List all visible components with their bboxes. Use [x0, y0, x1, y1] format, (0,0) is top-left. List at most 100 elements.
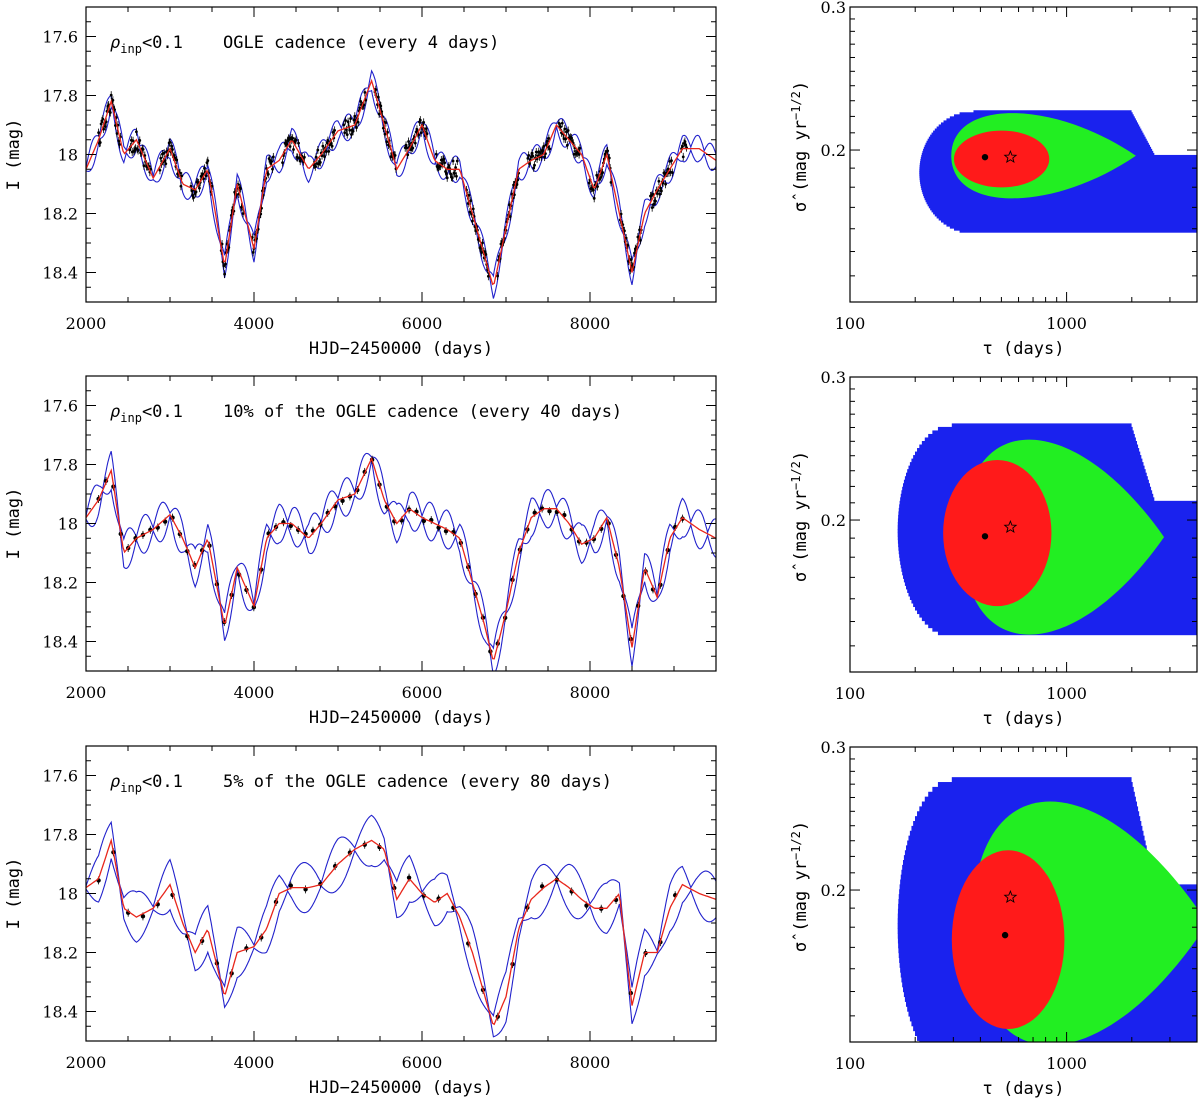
data-point — [455, 159, 459, 163]
y-axis-label: I (mag) — [4, 858, 24, 930]
x-tick-label: 2000 — [66, 314, 107, 333]
plot-frame — [849, 6, 1198, 303]
data-point — [484, 253, 488, 256]
outer-confidence-region — [922, 191, 1197, 195]
y-tick-label: 17.6 — [42, 397, 78, 416]
y-tick-label: 17.6 — [42, 28, 78, 47]
data-point — [180, 174, 184, 178]
x-tick-label: 100 — [835, 314, 866, 333]
x-tick-label: 2000 — [66, 683, 107, 702]
data-point — [141, 147, 145, 151]
data-point — [681, 144, 684, 148]
y-tick-label: 0.2 — [821, 881, 846, 900]
x-tick-label: 100 — [835, 684, 866, 703]
x-axis-label: τ (days) — [983, 339, 1065, 359]
data-point — [350, 133, 353, 136]
data-point — [591, 536, 597, 542]
outer-confidence-region — [934, 213, 1197, 217]
data-point — [467, 193, 471, 197]
data-point — [455, 174, 458, 178]
data-point — [142, 164, 146, 168]
x-axis-label: HJD−2450000 (days) — [309, 339, 493, 359]
data-point — [609, 180, 613, 184]
data-point — [321, 144, 325, 148]
data-point — [670, 159, 673, 163]
y-tick-label: 0.2 — [821, 511, 846, 530]
data-point — [681, 155, 685, 159]
outer-confidence-region — [937, 782, 1133, 788]
data-point — [223, 272, 227, 276]
data-point — [584, 903, 589, 908]
data-point — [204, 174, 208, 178]
data-point — [108, 111, 112, 114]
outer-confidence-region — [949, 226, 1197, 229]
data-point — [406, 875, 412, 880]
data-point — [417, 133, 421, 137]
data-point — [468, 210, 472, 214]
data-point — [654, 199, 657, 203]
data-point — [592, 196, 596, 200]
plot-area — [86, 451, 716, 671]
outer-confidence-region — [932, 786, 1134, 793]
data-point — [97, 131, 100, 135]
data-point — [194, 190, 198, 194]
x-axis-label: τ (days) — [983, 1079, 1065, 1098]
panel-title: OGLE cadence (every 4 days) — [223, 33, 499, 53]
data-point — [531, 154, 535, 158]
data-point — [383, 132, 387, 136]
data-point — [393, 153, 397, 157]
model-line — [86, 78, 716, 286]
data-point — [664, 182, 667, 186]
data-point — [270, 160, 274, 163]
data-point — [374, 88, 378, 92]
data-point — [606, 149, 610, 153]
x-tick-label: 4000 — [234, 1053, 275, 1072]
data-point — [318, 160, 322, 164]
data-point — [565, 143, 569, 147]
data-point — [548, 147, 552, 151]
y-axis-label: I (mag) — [4, 488, 24, 560]
data-point — [340, 498, 345, 504]
data-point — [450, 176, 454, 180]
data-point — [496, 274, 499, 278]
data-point — [512, 183, 515, 187]
outer-confidence-region — [946, 223, 1197, 227]
x-tick-label: 8000 — [570, 314, 611, 333]
data-point — [376, 95, 380, 99]
plot-frame — [849, 376, 1198, 673]
data-point — [405, 146, 409, 150]
data-point — [288, 883, 293, 888]
data-point — [297, 141, 300, 145]
envelope-upper-line — [86, 451, 716, 650]
data-point — [670, 171, 674, 174]
data-point — [469, 199, 473, 203]
data-point — [291, 136, 295, 140]
data-point — [651, 192, 655, 196]
data-point — [381, 126, 385, 130]
data-point — [316, 148, 320, 152]
data-point — [164, 162, 168, 166]
data-point — [331, 130, 335, 134]
data-point — [326, 139, 330, 143]
data-point — [332, 863, 338, 869]
data-point — [443, 161, 447, 165]
outer-confidence-region — [940, 219, 1197, 223]
data-point — [363, 91, 367, 94]
x-tick-label: 2000 — [66, 1053, 107, 1072]
data-point — [445, 176, 449, 180]
data-point — [425, 132, 429, 136]
x-tick-label: 4000 — [234, 314, 275, 333]
rho-annotation: ρinp<0.1 — [110, 402, 183, 425]
data-point — [356, 120, 360, 124]
data-point — [424, 127, 428, 131]
x-tick-label: 1000 — [1046, 684, 1087, 703]
data-point — [348, 128, 352, 132]
outer-confidence-region — [938, 217, 1197, 221]
y-tick-label: 17.8 — [42, 456, 78, 475]
data-point — [138, 139, 142, 142]
data-point — [314, 155, 318, 159]
data-point — [629, 258, 633, 262]
data-point — [288, 523, 293, 529]
x-tick-label: 6000 — [402, 683, 443, 702]
data-point — [454, 166, 457, 169]
